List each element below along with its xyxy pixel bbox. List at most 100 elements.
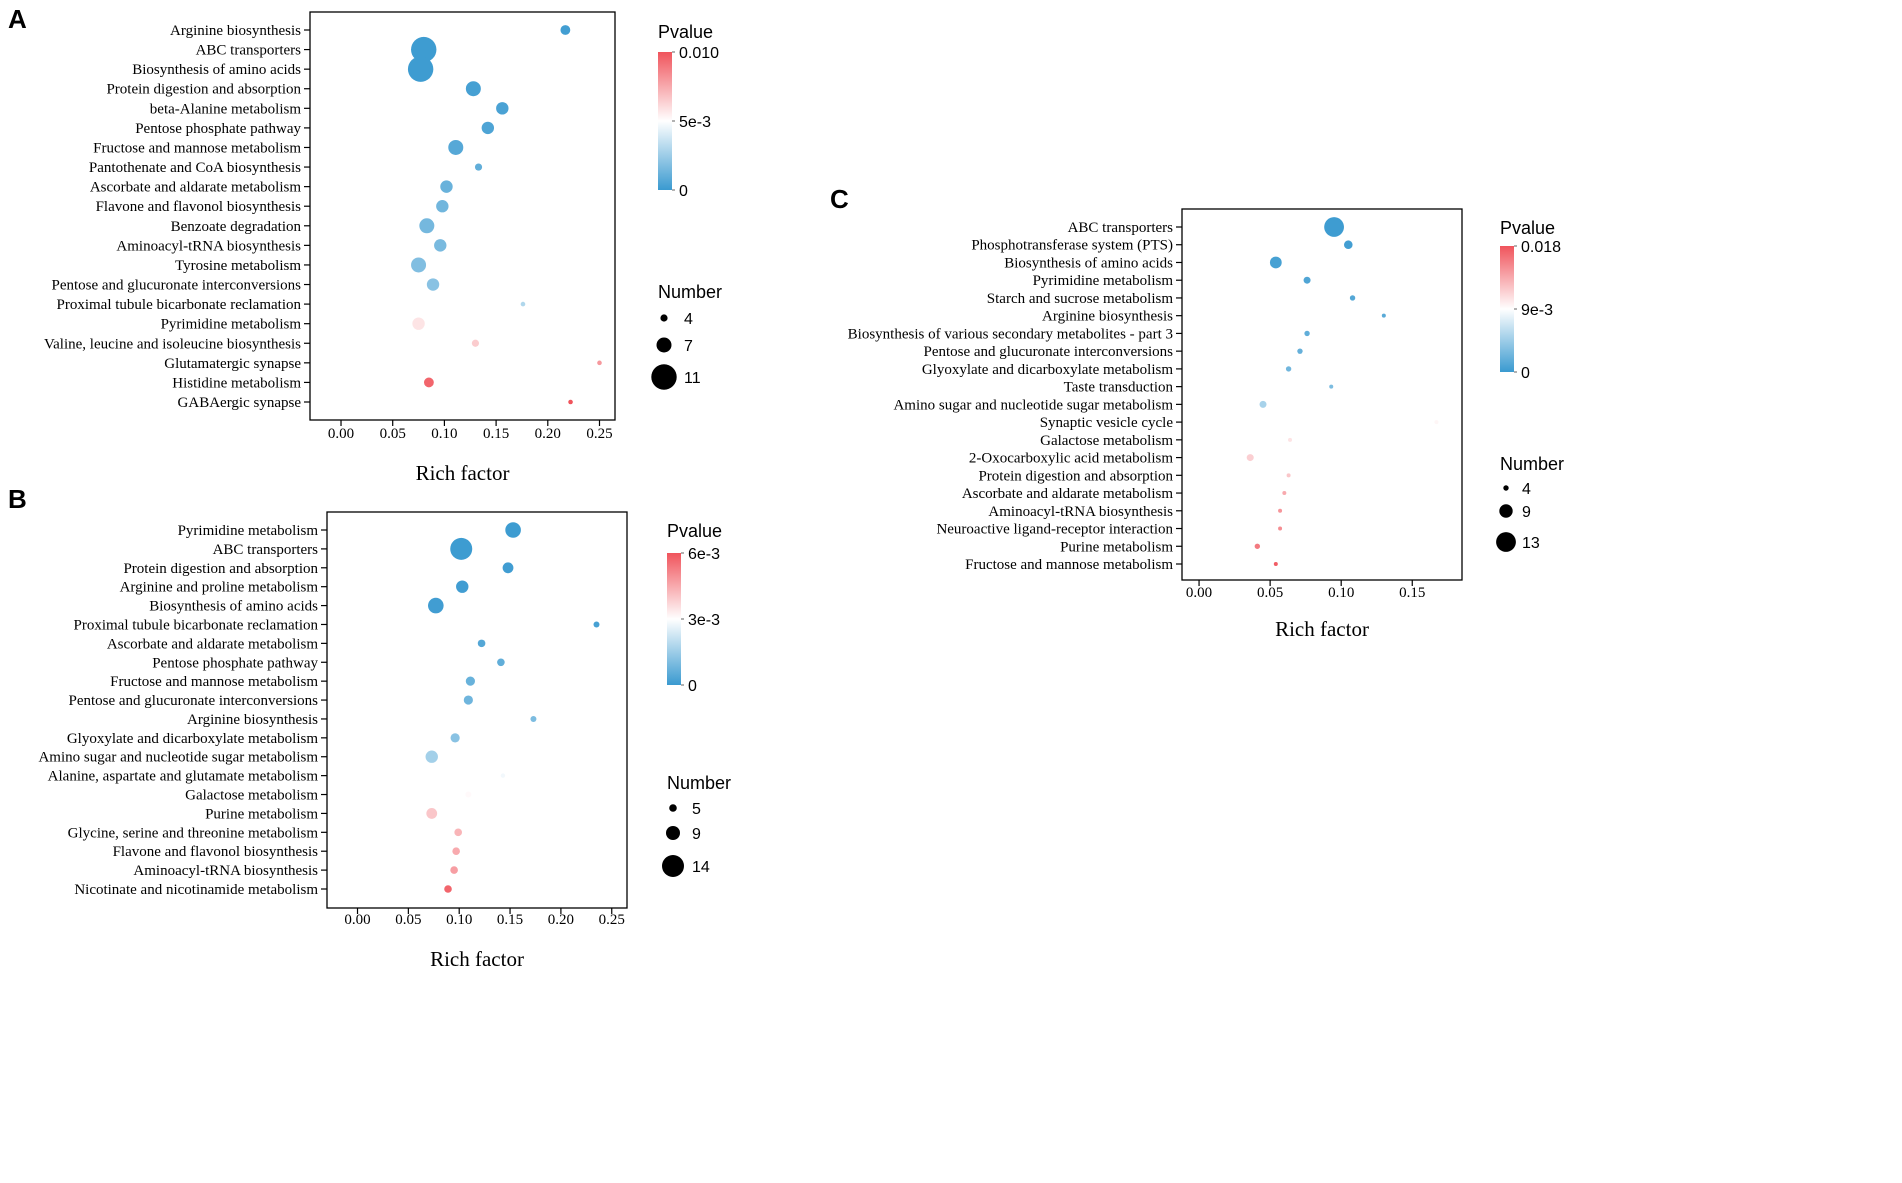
size-legend-dot — [669, 804, 677, 812]
term-label: Glycine, serine and threonine metabolism — [68, 825, 319, 841]
term-label: Proximal tubule bicarbonate reclamation — [57, 297, 302, 313]
panel-label: A — [8, 4, 27, 34]
pvalue-colorbar — [1500, 246, 1514, 372]
data-point — [1434, 420, 1439, 425]
colorbar-label: 3e-3 — [688, 612, 720, 629]
data-point — [434, 239, 447, 252]
x-axis-label: Rich factor — [416, 461, 510, 485]
number-legend-title: Number — [658, 282, 722, 302]
term-label: ABC transporters — [1068, 220, 1174, 236]
data-point — [1259, 400, 1267, 408]
size-legend-label: 14 — [692, 859, 710, 876]
size-legend-label: 7 — [684, 338, 693, 355]
data-point — [1303, 276, 1311, 284]
data-point — [505, 522, 521, 538]
data-point — [411, 257, 427, 273]
term-label: Amino sugar and nucleotide sugar metabol… — [893, 397, 1173, 413]
data-point — [497, 658, 505, 667]
colorbar-label: 0.010 — [679, 45, 719, 62]
data-point — [1278, 508, 1283, 513]
data-point — [1254, 543, 1261, 549]
x-tick-label: 0.25 — [599, 912, 625, 928]
data-point — [471, 339, 480, 347]
size-legend-dot — [660, 314, 668, 322]
data-point — [436, 200, 449, 213]
panel-label: B — [8, 484, 27, 514]
data-point — [454, 828, 462, 837]
x-tick-label: 0.05 — [380, 426, 406, 442]
data-point — [530, 715, 537, 722]
term-label: ABC transporters — [213, 542, 319, 558]
data-point — [1324, 217, 1344, 237]
colorbar-label: 9e-3 — [1521, 302, 1553, 319]
data-point — [1297, 348, 1303, 354]
x-tick-label: 0.15 — [1399, 585, 1425, 601]
x-tick-label: 0.10 — [431, 426, 457, 442]
colorbar-label: 0 — [679, 183, 688, 200]
data-point — [1329, 384, 1334, 389]
data-point — [448, 139, 464, 155]
data-point — [1285, 366, 1292, 372]
colorbar-label: 0.018 — [1521, 239, 1561, 256]
data-point — [463, 695, 473, 705]
panel-b: B 0.00 0.05 0.10 0.15 0.20 0.25 Rich factor Pyri… — [8, 484, 731, 971]
x-tick-label: 0.20 — [535, 426, 561, 442]
term-label: Pyrimidine metabolism — [161, 317, 302, 333]
pvalue-colorbar — [667, 553, 681, 685]
x-tick-label: 0.25 — [586, 426, 612, 442]
term-label: Arginine biosynthesis — [187, 712, 318, 728]
x-tick-label: 0.00 — [1186, 585, 1212, 601]
size-legend-label: 13 — [1522, 535, 1540, 552]
pvalue-colorbar — [658, 52, 672, 190]
data-point — [450, 537, 473, 560]
term-label: Biosynthesis of various secondary metabo… — [848, 326, 1173, 342]
data-point — [1381, 313, 1386, 318]
number-legend-title: Number — [667, 773, 731, 793]
data-point — [1349, 295, 1356, 301]
term-label: Glyoxylate and dicarboxylate metabolism — [67, 731, 319, 747]
data-point — [520, 301, 526, 307]
data-point — [444, 885, 452, 893]
x-axis-label: Rich factor — [1275, 617, 1369, 641]
term-label: Flavone and flavonol biosynthesis — [113, 844, 319, 860]
data-point — [593, 621, 600, 628]
data-point — [425, 750, 438, 763]
data-point — [500, 773, 506, 778]
data-point — [1343, 240, 1353, 250]
term-label: Flavone and flavonol biosynthesis — [96, 199, 302, 215]
plot-frame — [309, 11, 616, 421]
data-point — [1282, 491, 1287, 496]
term-label: Alanine, aspartate and glutamate metabol… — [48, 769, 319, 785]
x-tick-label: 0.00 — [328, 426, 354, 442]
data-point — [477, 639, 486, 648]
term-label: Glyoxylate and dicarboxylate metabolism — [922, 362, 1174, 378]
colorbar-label: 0 — [688, 678, 697, 695]
term-label: Arginine biosynthesis — [170, 23, 301, 39]
term-label: Phosphotransferase system (PTS) — [971, 238, 1173, 254]
data-point — [456, 580, 469, 593]
size-legend-label: 9 — [692, 826, 701, 843]
data-point — [1246, 454, 1254, 462]
term-label: Galactose metabolism — [1040, 433, 1173, 449]
term-label: Aminoacyl-tRNA biosynthesis — [988, 504, 1173, 520]
data-point — [481, 121, 495, 135]
term-label: Protein digestion and absorption — [123, 561, 318, 577]
term-label: Neuroactive ligand-receptor interaction — [936, 522, 1173, 538]
term-label: ABC transporters — [196, 43, 302, 59]
x-tick-label: 0.15 — [483, 426, 509, 442]
term-label: Nicotinate and nicotinamide metabolism — [74, 882, 318, 898]
size-legend-dot — [662, 855, 684, 877]
term-label: Arginine biosynthesis — [1042, 309, 1173, 325]
x-tick-label: 0.10 — [446, 912, 472, 928]
colorbar-label: 5e-3 — [679, 114, 711, 131]
term-label: Pentose phosphate pathway — [135, 121, 301, 137]
term-label: Galactose metabolism — [185, 788, 318, 804]
panel-a: A 0.00 0.05 0.10 0.15 0.20 0.25 Rich factor Argi… — [8, 4, 722, 485]
term-label: Pyrimidine metabolism — [1033, 273, 1174, 289]
term-label: Ascorbate and aldarate metabolism — [107, 636, 318, 652]
data-point — [560, 25, 571, 35]
size-legend-dot — [1499, 504, 1513, 518]
data-point — [465, 81, 481, 97]
